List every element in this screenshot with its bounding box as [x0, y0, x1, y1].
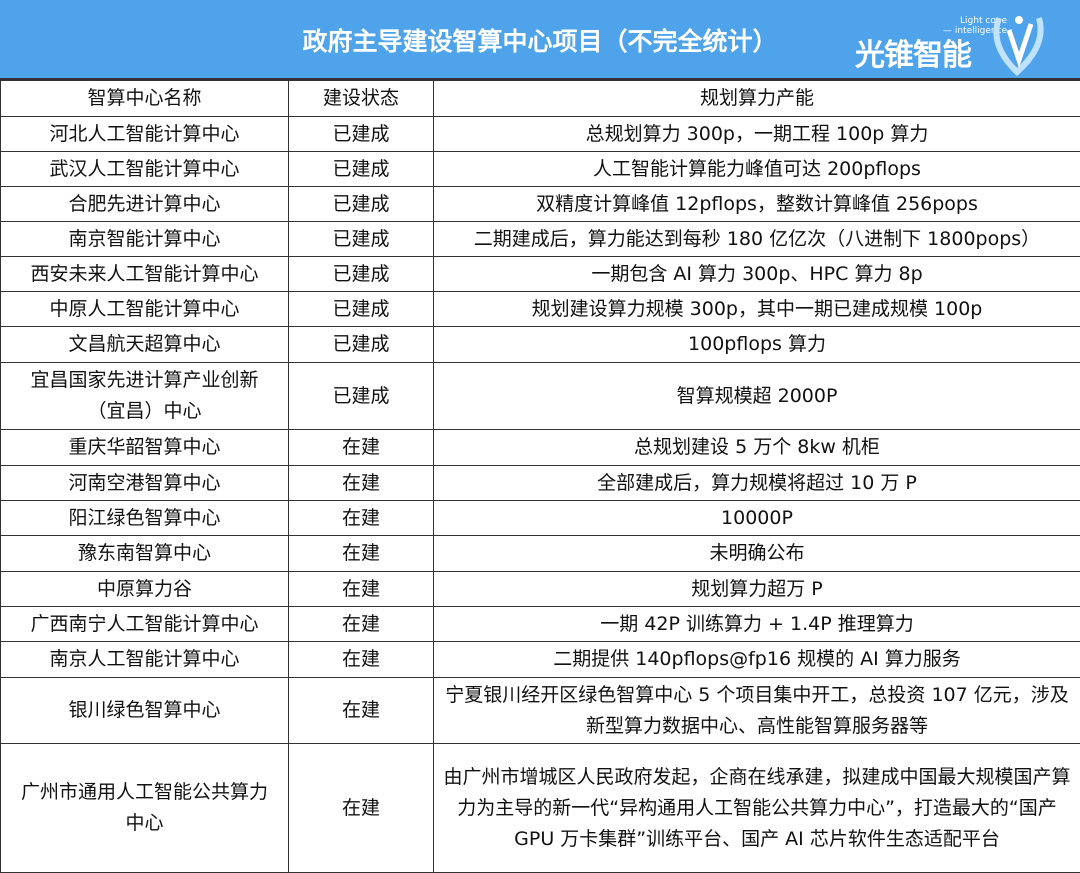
cell-name: 广州市通用人工智能公共算力中心: [0, 743, 289, 873]
cell-status: 已建成: [288, 256, 434, 292]
cell-status: 在建: [288, 641, 434, 678]
cell-name: 宜昌国家先进计算产业创新（宜昌）中心: [0, 362, 289, 430]
cell-capacity: 一期包含 AI 算力 300p、HPC 算力 8p: [433, 256, 1080, 292]
cell-name: 武汉人工智能计算中心: [0, 151, 289, 187]
table-row: 河北人工智能计算中心 已建成 总规划算力 300p，一期工程 100p 算力: [0, 116, 1080, 152]
cell-name: 南京智能计算中心: [0, 221, 289, 257]
cell-name: 合肥先进计算中心: [0, 186, 289, 222]
table-row: 豫东南智算中心 在建 未明确公布: [0, 535, 1080, 572]
cell-name: 西安未来人工智能计算中心: [0, 256, 289, 292]
table-row: 武汉人工智能计算中心 已建成 人工智能计算能力峰值可达 200pflops: [0, 151, 1080, 187]
cell-status: 已建成: [288, 326, 434, 363]
title-banner: 政府主导建设智算中心项目（不完全统计） 光锥智能 Light cone — int…: [0, 0, 1080, 80]
cell-capacity: 全部建成后，算力规模将超过 10 万 P: [433, 465, 1080, 501]
cell-status: 在建: [288, 500, 434, 536]
table-row: 西安未来人工智能计算中心 已建成 一期包含 AI 算力 300p、HPC 算力 8p: [0, 256, 1080, 292]
cell-status: 在建: [288, 535, 434, 572]
cell-capacity: 规划建设算力规模 300p，其中一期已建成规模 100p: [433, 291, 1080, 327]
cell-capacity: 规划算力超万 P: [433, 571, 1080, 607]
table-header-row: 智算中心名称 建设状态 规划算力产能: [0, 80, 1080, 117]
cell-name: 河北人工智能计算中心: [0, 116, 289, 152]
table-row: 阳江绿色智算中心 在建 10000P: [0, 500, 1080, 536]
cell-name: 阳江绿色智算中心: [0, 500, 289, 536]
cell-status: 在建: [288, 429, 434, 466]
cell-name: 豫东南智算中心: [0, 535, 289, 572]
cell-name: 中原算力谷: [0, 571, 289, 607]
cell-capacity: 双精度计算峰值 12pflops，整数计算峰值 256pops: [433, 186, 1080, 222]
table-row: 合肥先进计算中心 已建成 双精度计算峰值 12pflops，整数计算峰值 256po…: [0, 186, 1080, 222]
table-row: 宜昌国家先进计算产业创新（宜昌）中心 已建成 智算规模超 2000P: [0, 362, 1080, 430]
table-row: 中原人工智能计算中心 已建成 规划建设算力规模 300p，其中一期已建成规模 100…: [0, 291, 1080, 327]
logo-mark-icon: [993, 16, 1044, 77]
cell-status: 在建: [288, 677, 434, 744]
cell-name: 河南空港智算中心: [0, 465, 289, 501]
table-row: 河南空港智算中心 在建 全部建成后，算力规模将超过 10 万 P: [0, 465, 1080, 501]
cell-capacity: 智算规模超 2000P: [433, 362, 1080, 430]
table-row: 广西南宁人工智能计算中心 在建 一期 42P 训练算力 + 1.4P 推理算力: [0, 606, 1080, 642]
column-header: 智算中心名称: [0, 80, 289, 117]
table-row: 南京人工智能计算中心 在建 二期提供 140pflops@fp16 规模的 AI 算…: [0, 641, 1080, 678]
cell-capacity: 宁夏银川经开区绿色智算中心 5 个项目集中开工，总投资 107 亿元，涉及新型算…: [433, 677, 1080, 744]
page-title: 政府主导建设智算中心项目（不完全统计）: [302, 27, 778, 56]
logo-subtext: Light cone — intelligence: [943, 16, 1008, 36]
cell-name: 重庆华韶智算中心: [0, 429, 289, 466]
data-table: 智算中心名称 建设状态 规划算力产能 河北人工智能计算中心 已建成 总规划算力 30…: [0, 80, 1080, 873]
cell-capacity: 100pflops 算力: [433, 326, 1080, 363]
cell-name: 南京人工智能计算中心: [0, 641, 289, 678]
column-header: 建设状态: [288, 80, 434, 117]
cell-name: 文昌航天超算中心: [0, 326, 289, 363]
cell-capacity: 一期 42P 训练算力 + 1.4P 推理算力: [433, 606, 1080, 642]
cell-capacity: 未明确公布: [433, 535, 1080, 572]
column-header: 规划算力产能: [433, 80, 1080, 117]
table-row: 南京智能计算中心 已建成 二期建成后，算力能达到每秒 180 亿亿次（八进制下 18…: [0, 221, 1080, 257]
cell-name: 中原人工智能计算中心: [0, 291, 289, 327]
logo-text: 光锥智能: [855, 38, 972, 73]
table-row: 中原算力谷 在建 规划算力超万 P: [0, 571, 1080, 607]
cell-capacity: 人工智能计算能力峰值可达 200pflops: [433, 151, 1080, 187]
table-row: 广州市通用人工智能公共算力中心 在建 由广州市增城区人民政府发起，企商在线承建，拟建…: [0, 743, 1080, 873]
cell-status: 在建: [288, 465, 434, 501]
cell-status: 已建成: [288, 362, 434, 430]
cell-capacity: 总规划算力 300p，一期工程 100p 算力: [433, 116, 1080, 152]
cell-status: 已建成: [288, 151, 434, 187]
cell-name: 广西南宁人工智能计算中心: [0, 606, 289, 642]
cell-status: 在建: [288, 571, 434, 607]
cell-capacity: 二期提供 140pflops@fp16 规模的 AI 算力服务: [433, 641, 1080, 678]
cell-capacity: 二期建成后，算力能达到每秒 180 亿亿次（八进制下 1800pops）: [433, 221, 1080, 257]
cell-status: 在建: [288, 606, 434, 642]
cell-status: 已建成: [288, 186, 434, 222]
table-row: 重庆华韶智算中心 在建 总规划建设 5 万个 8kw 机柜: [0, 429, 1080, 466]
cell-capacity: 由广州市增城区人民政府发起，企商在线承建，拟建成中国最大规模国产算力为主导的新一…: [433, 743, 1080, 873]
cell-name: 银川绿色智算中心: [0, 677, 289, 744]
table-row: 银川绿色智算中心 在建 宁夏银川经开区绿色智算中心 5 个项目集中开工，总投资 10…: [0, 677, 1080, 744]
cell-status: 已建成: [288, 291, 434, 327]
cell-capacity: 10000P: [433, 500, 1080, 536]
cell-status: 已建成: [288, 221, 434, 257]
table-row: 文昌航天超算中心 已建成 100pflops 算力: [0, 326, 1080, 363]
cell-capacity: 总规划建设 5 万个 8kw 机柜: [433, 429, 1080, 466]
logo: 光锥智能 Light cone — intelligence: [855, 10, 1075, 77]
cell-status: 已建成: [288, 116, 434, 152]
cell-status: 在建: [288, 743, 434, 873]
